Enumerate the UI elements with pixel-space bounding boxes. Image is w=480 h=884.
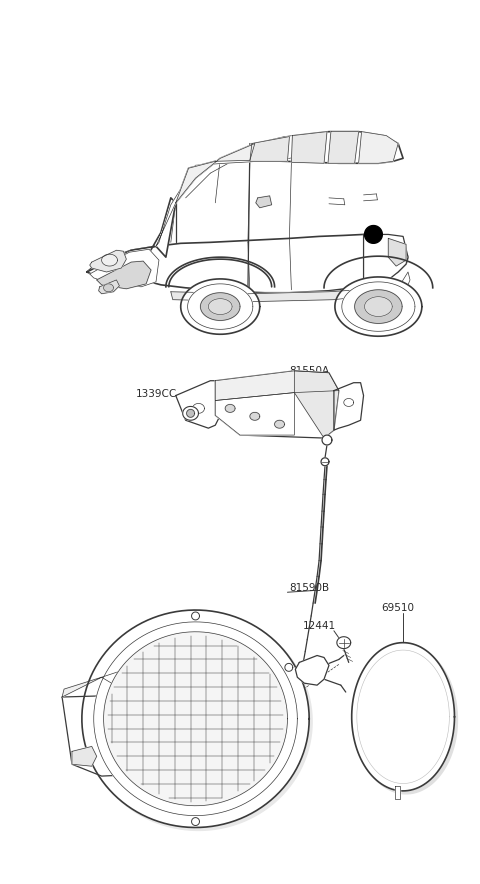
Polygon shape	[176, 132, 403, 202]
Polygon shape	[87, 234, 408, 293]
Polygon shape	[90, 249, 159, 286]
Polygon shape	[355, 645, 457, 794]
Polygon shape	[365, 225, 383, 243]
Text: 81550A: 81550A	[289, 366, 329, 376]
Polygon shape	[85, 613, 312, 830]
Text: 81590B: 81590B	[289, 583, 330, 593]
Polygon shape	[360, 272, 410, 301]
Polygon shape	[192, 818, 200, 826]
Polygon shape	[334, 383, 363, 431]
Polygon shape	[321, 458, 329, 466]
Polygon shape	[188, 284, 253, 330]
Polygon shape	[388, 239, 406, 266]
Polygon shape	[72, 746, 96, 766]
Polygon shape	[104, 284, 113, 292]
Polygon shape	[295, 656, 329, 685]
Polygon shape	[359, 132, 398, 164]
Polygon shape	[225, 405, 235, 412]
Text: 1339CC: 1339CC	[135, 389, 177, 399]
Polygon shape	[82, 610, 309, 827]
Polygon shape	[363, 234, 408, 288]
Polygon shape	[352, 643, 455, 791]
Polygon shape	[94, 622, 297, 816]
Polygon shape	[183, 407, 199, 420]
Polygon shape	[104, 632, 288, 805]
Polygon shape	[250, 136, 289, 161]
Polygon shape	[291, 132, 327, 164]
Polygon shape	[87, 198, 176, 274]
Polygon shape	[256, 196, 272, 208]
Text: 81541: 81541	[164, 628, 197, 637]
Polygon shape	[192, 403, 204, 414]
Polygon shape	[395, 786, 400, 799]
Polygon shape	[208, 299, 232, 315]
Polygon shape	[364, 297, 392, 316]
Polygon shape	[192, 612, 200, 620]
Polygon shape	[171, 290, 360, 301]
Polygon shape	[102, 255, 118, 266]
Polygon shape	[322, 435, 332, 445]
Polygon shape	[62, 695, 166, 776]
Polygon shape	[328, 132, 359, 164]
Polygon shape	[335, 277, 422, 336]
Polygon shape	[176, 143, 255, 202]
Polygon shape	[96, 261, 151, 289]
Polygon shape	[62, 667, 166, 705]
Text: 12441: 12441	[302, 621, 336, 631]
Polygon shape	[99, 280, 120, 293]
Polygon shape	[337, 636, 351, 649]
Polygon shape	[181, 279, 260, 334]
Polygon shape	[294, 370, 339, 438]
Polygon shape	[355, 290, 402, 324]
Polygon shape	[250, 412, 260, 420]
Polygon shape	[156, 133, 319, 247]
Polygon shape	[342, 282, 415, 332]
Polygon shape	[275, 420, 285, 428]
Polygon shape	[344, 399, 354, 407]
Polygon shape	[90, 250, 126, 272]
Polygon shape	[176, 381, 220, 428]
Polygon shape	[201, 293, 240, 320]
Polygon shape	[285, 663, 293, 671]
Polygon shape	[216, 392, 294, 435]
Polygon shape	[216, 370, 339, 438]
Polygon shape	[216, 370, 339, 400]
Text: 69510: 69510	[382, 603, 415, 613]
Polygon shape	[187, 409, 194, 417]
